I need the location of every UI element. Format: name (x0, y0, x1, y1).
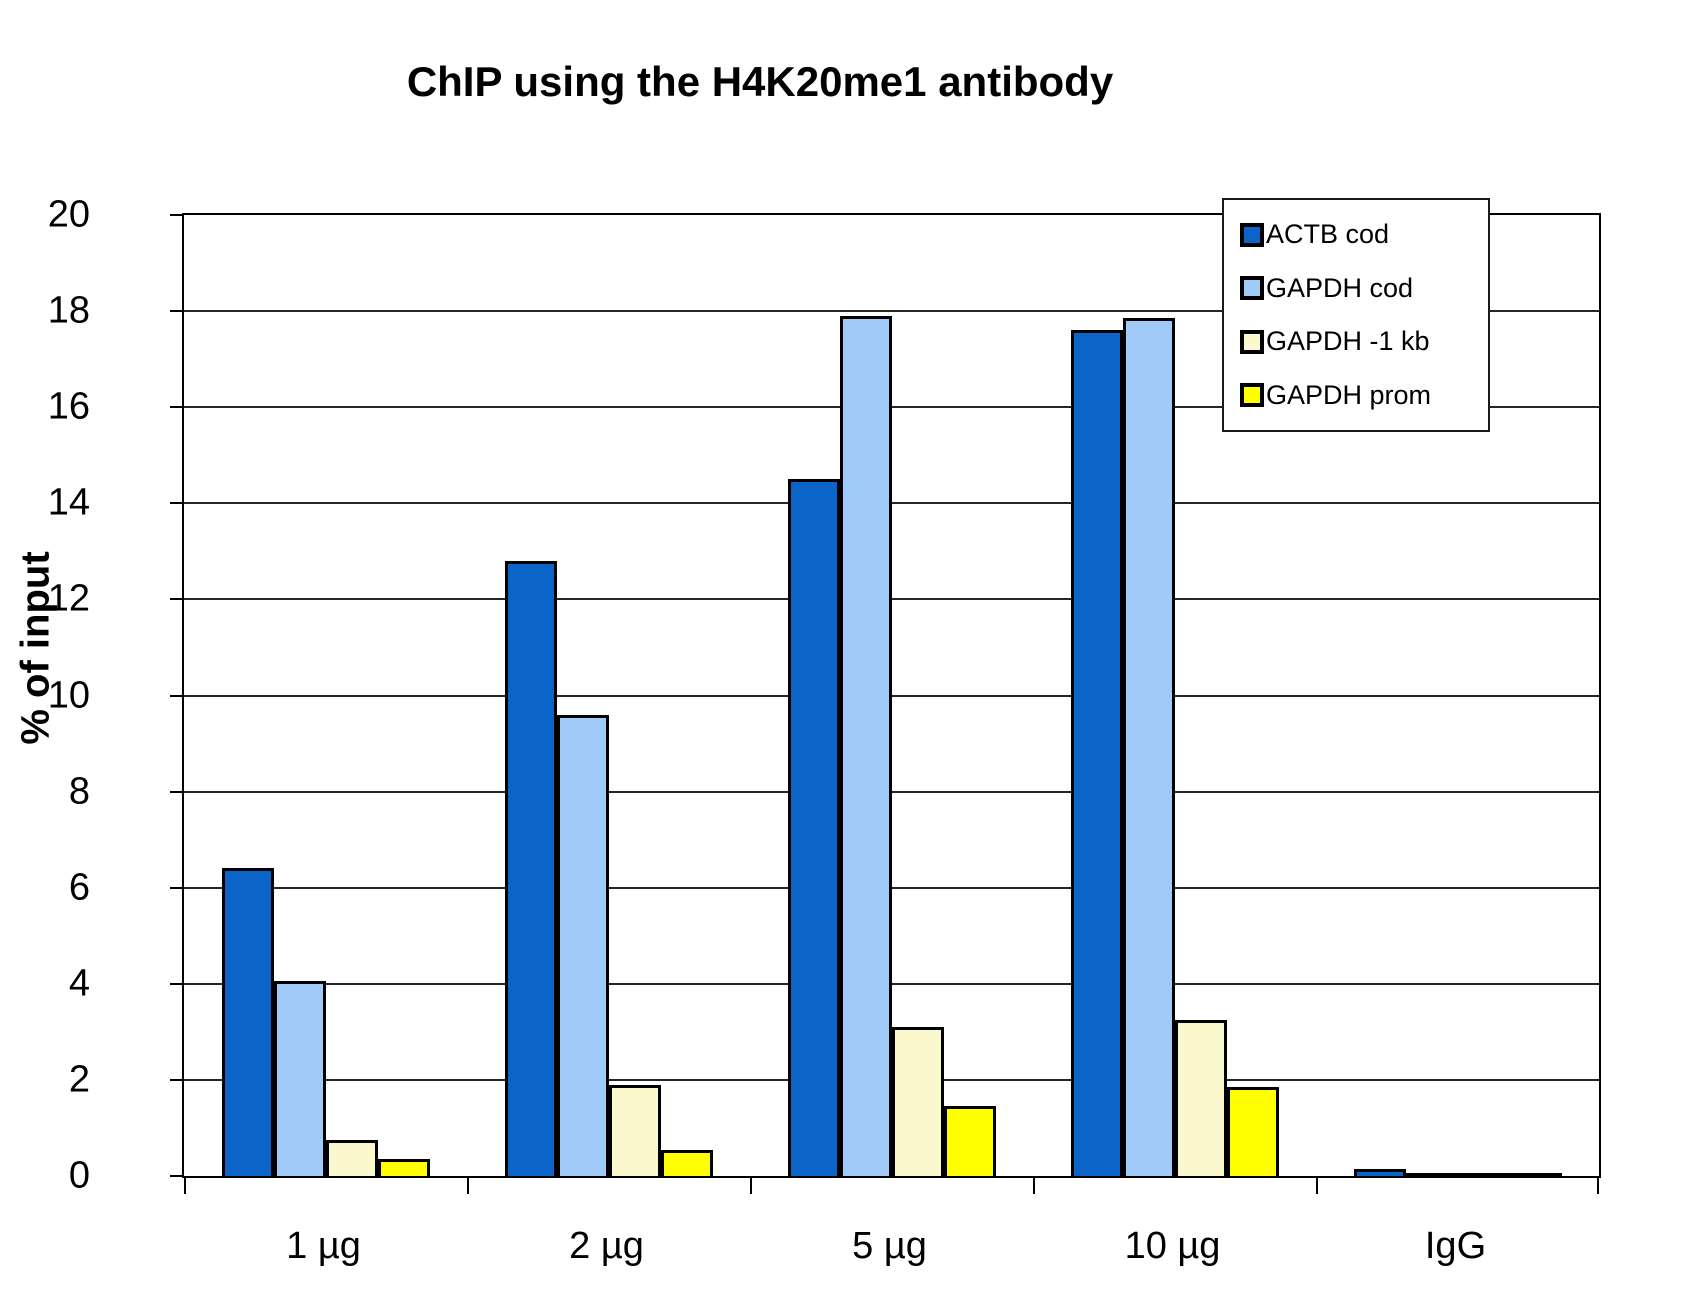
gridline-y-10 (184, 694, 1599, 697)
legend-label: ACTB cod (1266, 219, 1390, 250)
y-axis-tick-6 (170, 886, 184, 889)
y-tick-label-6: 6 (68, 866, 90, 909)
bar-gapdh-prom-4 (1509, 1173, 1562, 1176)
legend-item-gapdh-cod: GAPDH cod (1240, 273, 1488, 304)
legend-swatch-icon (1240, 276, 1264, 301)
gridline-y-14 (184, 502, 1599, 505)
y-tick-label-10: 10 (47, 674, 90, 716)
y-axis-tick-18 (170, 310, 184, 313)
gridline-y-12 (184, 598, 1599, 601)
bar-group-2 µg (467, 215, 750, 1176)
legend-swatch-icon (1240, 329, 1264, 354)
legend-item-gapdh-prom: GAPDH prom (1240, 380, 1488, 411)
bar-gapdh--1-kb-3 (1174, 1020, 1227, 1176)
bar-actb-cod-0 (221, 868, 274, 1176)
bar-gapdh--1-kb-1 (608, 1085, 661, 1176)
bar-gapdh-prom-2 (943, 1106, 996, 1176)
gridline-y-8 (184, 790, 1599, 793)
bar-actb-cod-1 (504, 561, 557, 1176)
bar-gapdh--1-kb-4 (1457, 1173, 1510, 1176)
gridline-y-6 (184, 886, 1599, 889)
y-axis-tick-8 (170, 790, 184, 793)
gridline-y-4 (184, 982, 1599, 985)
y-axis-tick-2 (170, 1078, 184, 1081)
bar-actb-cod-3 (1070, 330, 1123, 1176)
y-tick-label-0: 0 (68, 1154, 90, 1197)
bar-group-IgG (1316, 215, 1599, 1176)
bar-gapdh-prom-0 (377, 1159, 430, 1176)
x-tick-label-2 µg: 2 µg (569, 1225, 644, 1267)
legend-item-actb-cod: ACTB cod (1240, 219, 1488, 250)
bar-group-10 µg (1033, 215, 1316, 1176)
y-tick-label-2: 2 (68, 1058, 90, 1101)
bar-actb-cod-2 (787, 479, 840, 1176)
bar-gapdh-cod-2 (839, 316, 892, 1176)
legend-label: GAPDH -1 kb (1266, 326, 1430, 357)
legend-swatch-icon (1240, 222, 1264, 247)
bar-gapdh-cod-0 (273, 981, 326, 1176)
x-axis-tick-5 (1597, 1178, 1599, 1194)
bar-gapdh-prom-1 (660, 1150, 713, 1176)
bar-gapdh--1-kb-2 (891, 1027, 944, 1176)
legend-swatch-icon (1240, 383, 1264, 408)
x-axis-tick-2 (750, 1178, 752, 1194)
legend-item-gapdh--1-kb: GAPDH -1 kb (1240, 326, 1488, 357)
bar-gapdh-cod-3 (1122, 318, 1175, 1176)
x-axis-tick-1 (467, 1178, 469, 1194)
y-axis-tick-4 (170, 982, 184, 985)
y-axis-tick-10 (170, 694, 184, 697)
x-axis-tick-0 (184, 1178, 186, 1194)
x-tick-label-5 µg: 5 µg (852, 1225, 927, 1267)
y-tick-label-12: 12 (47, 577, 90, 620)
y-tick-label-14: 14 (47, 481, 90, 524)
y-axis-tick-12 (170, 598, 184, 601)
y-tick-label-16: 16 (47, 385, 90, 428)
y-axis-tick-0 (170, 1175, 184, 1177)
y-tick-label-4: 4 (68, 962, 90, 1005)
bar-gapdh-cod-1 (556, 715, 609, 1176)
x-tick-label-IgG: IgG (1424, 1225, 1487, 1267)
gridline-y-18 (184, 310, 1599, 313)
bar-gapdh-cod-4 (1405, 1173, 1458, 1176)
bar-group-5 µg (750, 215, 1033, 1176)
y-axis-tick-14 (170, 502, 184, 505)
y-tick-label-20: 20 (47, 193, 90, 236)
y-tick-label-18: 18 (47, 289, 90, 332)
x-tick-label-1 µg: 1 µg (286, 1225, 361, 1267)
legend-label: GAPDH prom (1266, 379, 1432, 410)
legend-label: GAPDH cod (1266, 272, 1414, 303)
x-axis-tick-4 (1316, 1178, 1318, 1194)
bar-gapdh--1-kb-0 (325, 1140, 378, 1176)
x-axis-tick-3 (1033, 1178, 1035, 1194)
legend: ACTB cod GAPDH cod GAPDH -1 kb GAPDH prom (1222, 198, 1490, 432)
bar-actb-cod-4 (1353, 1169, 1406, 1176)
chart-title: ChIP using the H4K20me1 antibody (406, 58, 1114, 105)
bar-group-1 µg (184, 215, 467, 1176)
y-tick-label-8: 8 (68, 770, 90, 813)
y-axis-tick-20 (170, 214, 184, 216)
y-axis-tick-16 (170, 406, 184, 409)
bar-gapdh-prom-3 (1226, 1087, 1279, 1176)
gridline-y-16 (184, 406, 1599, 409)
x-tick-label-10 µg: 10 µg (1124, 1225, 1221, 1267)
